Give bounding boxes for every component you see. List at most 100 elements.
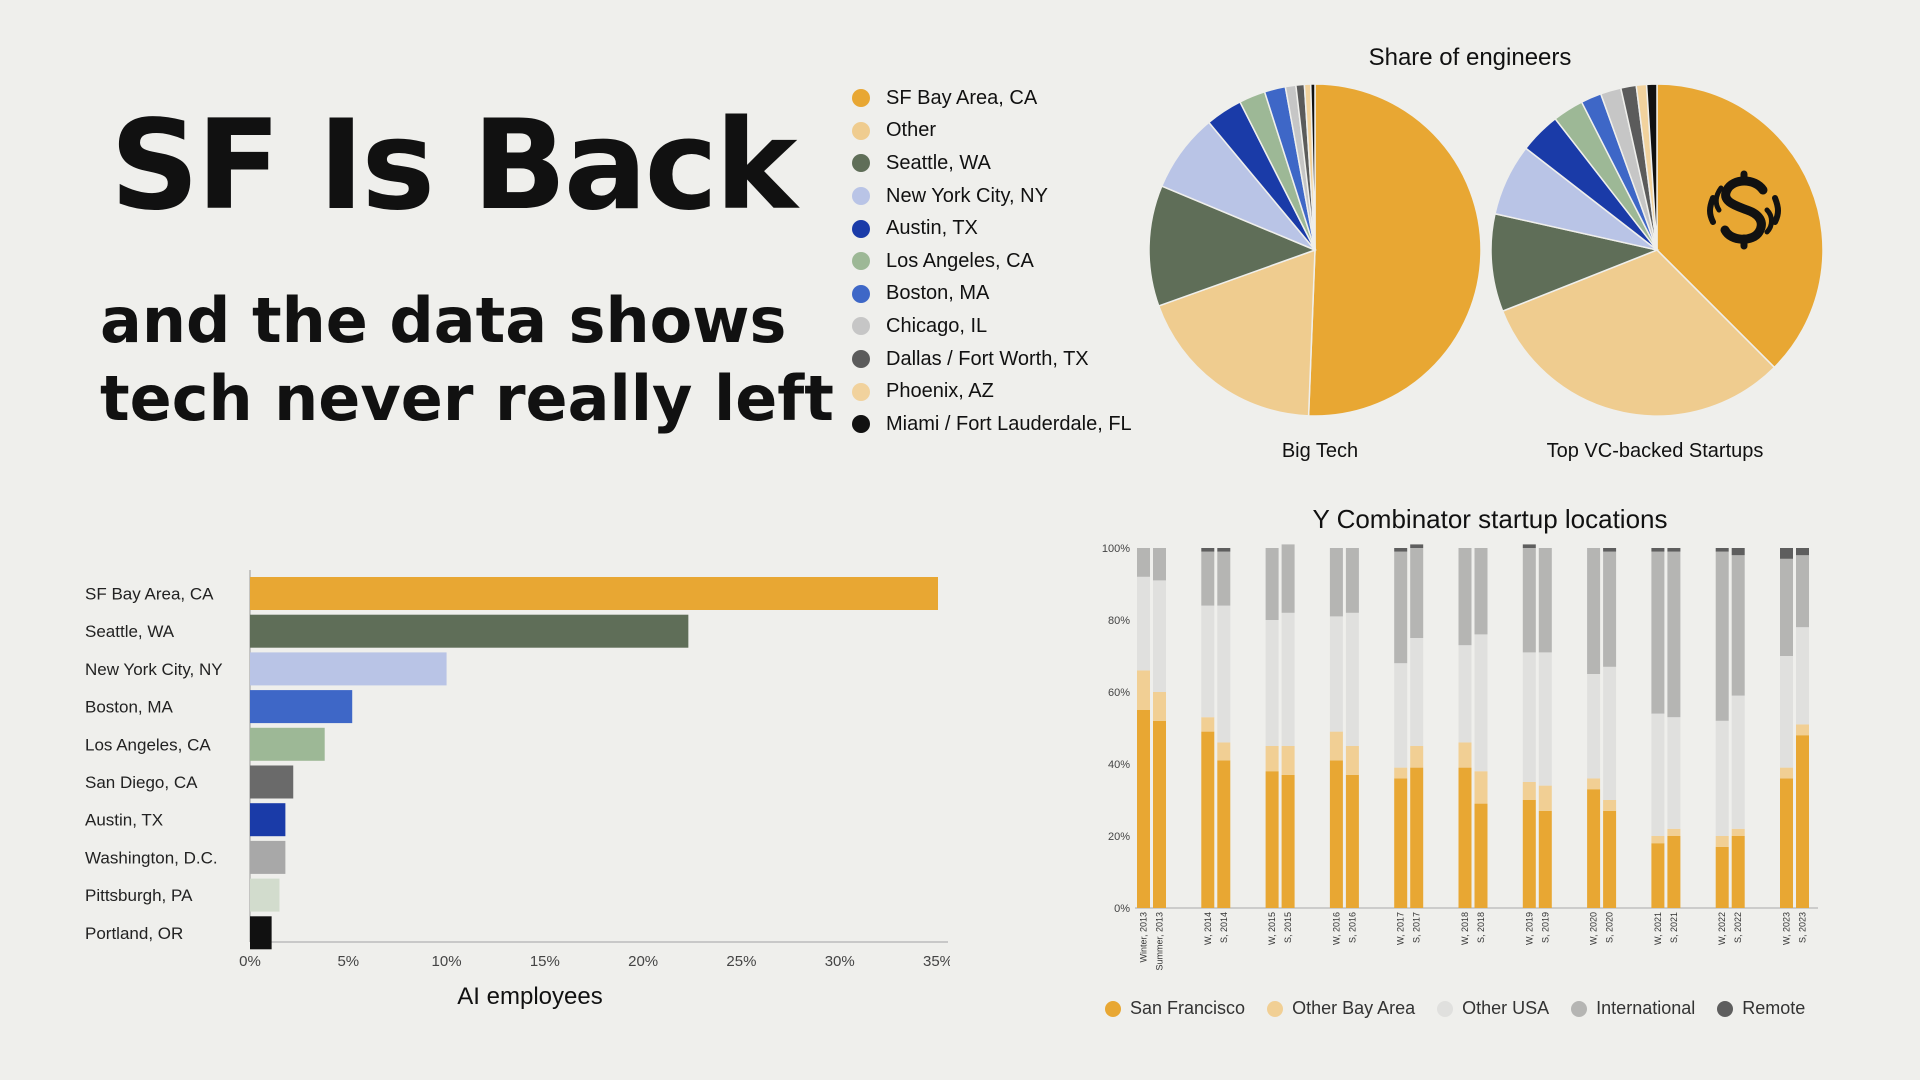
x-tick-label: W, 2014 bbox=[1203, 912, 1213, 945]
stack-segment-san-francisco bbox=[1394, 778, 1408, 908]
legend-swatch bbox=[1105, 1000, 1121, 1017]
yc-legend-item-remote: Remote bbox=[1717, 998, 1805, 1019]
stack-segment-san-francisco bbox=[1651, 843, 1665, 908]
x-tick-label: S, 2023 bbox=[1798, 912, 1808, 943]
stack-segment-other-usa bbox=[1780, 656, 1793, 768]
pie-slice-seattle-wa bbox=[1148, 185, 1318, 307]
stack-segment-other-bay-area bbox=[1394, 767, 1408, 779]
stack-segment-international bbox=[1731, 555, 1745, 696]
stack-segment-san-francisco bbox=[1780, 778, 1793, 908]
legend-item-seattle-wa: Seattle, WA bbox=[852, 147, 1132, 180]
stack-segment-other-usa bbox=[1458, 645, 1472, 743]
stack-segment-san-francisco bbox=[1731, 836, 1745, 908]
x-tick-label: S, 2022 bbox=[1733, 912, 1743, 943]
bar-chart-xlabel: AI employees bbox=[457, 983, 603, 1010]
stack-segment-international bbox=[1538, 548, 1552, 653]
bar-los-angeles-ca bbox=[250, 727, 325, 761]
pie-slice-sf-bay-area-ca bbox=[1656, 83, 1824, 369]
headline: SF Is Back bbox=[110, 94, 797, 238]
legend-label: Phoenix, AZ bbox=[886, 380, 994, 403]
stack-segment-other-usa bbox=[1265, 620, 1279, 746]
stack-segment-other-bay-area bbox=[1329, 731, 1343, 761]
stack-segment-san-francisco bbox=[1201, 731, 1215, 908]
stack-segment-other-bay-area bbox=[1345, 746, 1359, 775]
legend-label: Los Angeles, CA bbox=[886, 249, 1034, 272]
stack-segment-other-usa bbox=[1394, 663, 1408, 768]
pie-slice-other bbox=[1157, 248, 1316, 417]
bar-washington-d-c bbox=[250, 840, 286, 874]
stack-segment-other-usa bbox=[1474, 634, 1488, 772]
legend-item-dallas-fort-worth-tx: Dallas / Fort Worth, TX bbox=[852, 343, 1132, 376]
y-tick-label: 40% bbox=[1108, 759, 1130, 771]
x-tick-label: S, 2015 bbox=[1283, 912, 1293, 943]
bar-category-label: New York City, NY bbox=[85, 660, 223, 679]
subheadline-line-1: and the data shows bbox=[100, 284, 787, 357]
subheadline: and the data shows tech never really lef… bbox=[100, 282, 834, 438]
bar-sf-bay-area-ca bbox=[250, 577, 938, 610]
x-tick-label: 25% bbox=[726, 953, 756, 970]
stack-segment-remote bbox=[1715, 548, 1729, 552]
pie-slice-miami-fort-lauderdale-fl bbox=[1645, 83, 1658, 251]
stack-segment-other-bay-area bbox=[1780, 767, 1793, 779]
pie-slice-seattle-wa bbox=[1490, 212, 1660, 313]
x-tick-label: 20% bbox=[628, 953, 658, 970]
legend-swatch bbox=[852, 350, 870, 369]
bar-austin-tx bbox=[250, 803, 286, 837]
stack-segment-other-bay-area bbox=[1715, 836, 1729, 847]
stack-segment-international bbox=[1394, 551, 1408, 664]
stack-segment-san-francisco bbox=[1137, 710, 1150, 908]
stack-segment-remote bbox=[1780, 548, 1793, 559]
pie-label-vc-startups: Top VC-backed Startups bbox=[1546, 440, 1764, 462]
legend-item-new-york-city-ny: New York City, NY bbox=[852, 180, 1132, 213]
legend-swatch bbox=[852, 317, 870, 336]
legend-label: Austin, TX bbox=[886, 217, 978, 240]
stack-segment-san-francisco bbox=[1265, 771, 1279, 908]
stack-segment-san-francisco bbox=[1587, 789, 1601, 908]
x-tick-label: S, 2017 bbox=[1412, 912, 1422, 943]
stack-segment-other-bay-area bbox=[1522, 782, 1536, 800]
stack-segment-san-francisco bbox=[1522, 800, 1536, 908]
stack-segment-international bbox=[1153, 548, 1166, 581]
legend-label: Seattle, WA bbox=[886, 151, 991, 174]
yc-stacked-bar-chart: 0% 20% 40% 60% 80% 100% Winter, 2013 Summer, 20… bbox=[1102, 543, 1818, 971]
stack-segment-san-francisco bbox=[1796, 735, 1809, 908]
pie-label-big-tech: Big Tech bbox=[1281, 440, 1359, 462]
stack-segment-other-usa bbox=[1153, 580, 1166, 692]
stack-segment-other-bay-area bbox=[1137, 670, 1150, 710]
stack-segment-remote bbox=[1394, 548, 1408, 552]
pie-chart-vc-startups bbox=[1490, 83, 1824, 417]
stack-segment-international bbox=[1603, 551, 1617, 667]
pie-legend: SF Bay Area, CA Other Seattle, WA New York … bbox=[852, 82, 1132, 441]
y-tick-label: 0% bbox=[1114, 903, 1130, 915]
x-tick-label: S, 2020 bbox=[1605, 912, 1615, 943]
stack-segment-other-bay-area bbox=[1458, 742, 1472, 768]
stack-segment-other-usa bbox=[1538, 652, 1552, 786]
bar-new-york-city-ny bbox=[250, 652, 447, 686]
stack-segment-other-usa bbox=[1137, 576, 1150, 671]
stack-segment-international bbox=[1345, 548, 1359, 613]
stack-segment-other-usa bbox=[1522, 652, 1536, 782]
yc-chart-title: Y Combinator startup locations bbox=[1312, 504, 1668, 534]
stack-segment-san-francisco bbox=[1667, 836, 1681, 908]
stack-segment-other-bay-area bbox=[1153, 692, 1166, 721]
stack-segment-international bbox=[1715, 551, 1729, 721]
stack-segment-san-francisco bbox=[1345, 774, 1359, 908]
legend-item-boston-ma: Boston, MA bbox=[852, 278, 1132, 311]
legend-item-austin-tx: Austin, TX bbox=[852, 212, 1132, 245]
stack-segment-other-usa bbox=[1410, 638, 1424, 746]
legend-label: Miami / Fort Lauderdale, FL bbox=[886, 412, 1132, 435]
legend-item-other: Other bbox=[852, 115, 1132, 148]
stack-segment-other-usa bbox=[1281, 612, 1295, 746]
yc-legend-item-other-usa: Other USA bbox=[1437, 998, 1549, 1019]
y-tick-label: 80% bbox=[1108, 615, 1130, 627]
legend-item-miami-fort-lauderdale-fl: Miami / Fort Lauderdale, FL bbox=[852, 408, 1132, 441]
stack-segment-other-usa bbox=[1796, 627, 1809, 725]
x-tick-label: W, 2023 bbox=[1782, 912, 1792, 945]
stack-segment-other-bay-area bbox=[1651, 836, 1665, 844]
yc-legend-item-international: International bbox=[1571, 998, 1695, 1019]
legend-swatch bbox=[852, 187, 870, 206]
stack-segment-san-francisco bbox=[1474, 803, 1488, 908]
legend-swatch bbox=[1437, 1000, 1454, 1017]
stack-segment-san-francisco bbox=[1217, 760, 1231, 908]
stylized-s-logo-icon bbox=[1705, 168, 1783, 257]
